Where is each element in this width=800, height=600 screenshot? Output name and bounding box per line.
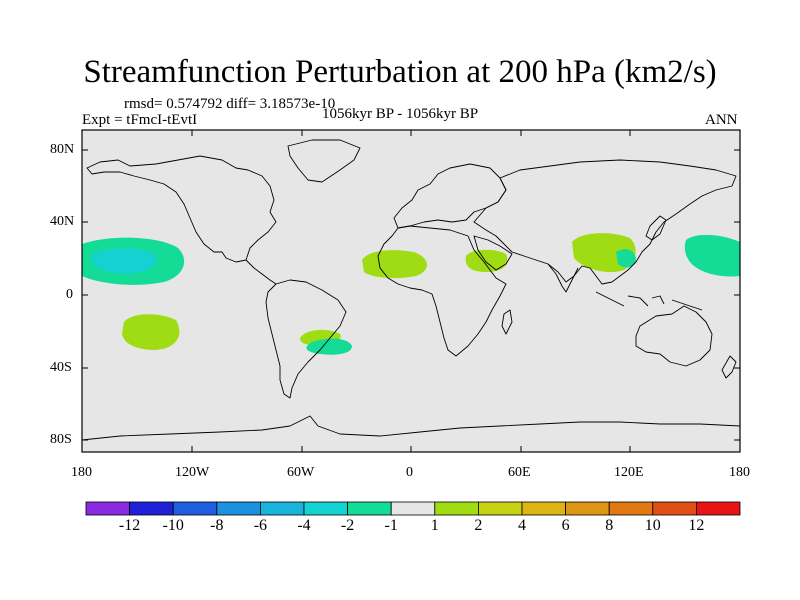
colorbar-box — [477, 501, 523, 516]
colorbar-label: 8 — [605, 517, 614, 534]
colorbar-label: -8 — [210, 517, 224, 534]
coastline-north-america — [86, 155, 277, 263]
anomaly-west-africa-positive — [362, 250, 428, 279]
lat-tick-40s: 40S — [50, 360, 72, 375]
colorbar-box — [390, 501, 436, 516]
colorbar-label: 12 — [688, 517, 705, 534]
colorbar-box — [347, 501, 392, 516]
anomaly-west-pacific-negative — [684, 234, 740, 277]
coastline-new-zealand — [721, 355, 737, 379]
coastline-greenland — [287, 139, 361, 183]
period-label: 1056kyr BP - 1056kyr BP — [322, 106, 479, 122]
colorbar-box — [172, 501, 218, 516]
colorbar-box — [216, 501, 261, 516]
colorbar-label: 6 — [561, 517, 570, 534]
colorbar-label: 1 — [430, 517, 439, 534]
colorbar-box — [303, 501, 348, 516]
colorbar-box — [259, 501, 305, 516]
season-label: ANN — [705, 112, 738, 128]
colorbar-label: -1 — [384, 517, 398, 534]
lat-tick-40n: 40N — [50, 214, 75, 229]
lat-tick-80s: 80S — [50, 432, 72, 447]
colorbar-box — [129, 501, 174, 516]
colorbar-box — [565, 501, 610, 516]
colorbar-label: -12 — [118, 517, 141, 534]
colorbar-box — [85, 501, 130, 516]
experiment-label: Expt = tFmcI-tEvtI — [82, 112, 198, 128]
colorbar-label: 2 — [474, 517, 483, 534]
colorbar-label: -4 — [297, 517, 311, 534]
anomaly-arabia-positive — [465, 249, 508, 272]
coastlines — [81, 139, 741, 441]
lon-tick-180e: 180 — [729, 465, 750, 480]
colorbar-box — [434, 501, 479, 516]
colorbar-box — [696, 501, 741, 516]
colorbar-box — [652, 501, 697, 516]
colorbar-label: -6 — [253, 517, 268, 534]
coastline-antarctica — [81, 415, 741, 441]
colorbar-label: -10 — [162, 517, 184, 534]
map-background — [82, 130, 740, 452]
coastline-indonesia — [595, 291, 703, 311]
coastline-africa — [377, 225, 507, 357]
anomaly-central-pacific-north-core — [92, 248, 157, 274]
colorbar-label: 4 — [518, 517, 526, 534]
lon-tick-180w: 180 — [71, 465, 92, 480]
colorbar-box — [521, 501, 566, 516]
anomaly-east-asia-negative — [616, 249, 636, 268]
coastline-australia — [635, 305, 713, 367]
coastline-asia — [473, 159, 737, 285]
lon-tick-60w: 60W — [287, 465, 315, 480]
coastline-madagascar — [501, 309, 513, 335]
lon-tick-120e: 120E — [614, 465, 644, 480]
lon-tick-0: 0 — [406, 465, 413, 480]
stats-line: rmsd= 0.574792 diff= 3.18573e-10 — [124, 96, 336, 112]
coastline-south-america — [265, 279, 347, 399]
anomaly-south-pacific-positive — [122, 314, 180, 350]
coastline-japan — [645, 215, 667, 241]
plot-title: Streamfunction Perturbation at 200 hPa (… — [83, 54, 717, 90]
coastline-india — [547, 263, 579, 293]
lat-tick-80n: 80N — [50, 142, 75, 157]
tick-marks — [82, 130, 740, 452]
colorbar — [85, 501, 741, 516]
lat-tick-0: 0 — [66, 287, 73, 302]
colorbar-label: 10 — [644, 517, 661, 534]
anomaly-south-america-negative — [306, 338, 352, 355]
coastline-arabia — [473, 235, 513, 271]
lon-tick-60e: 60E — [508, 465, 531, 480]
lon-tick-120w: 120W — [175, 465, 210, 480]
anomaly-layer — [82, 233, 740, 355]
colorbar-box — [608, 501, 654, 516]
coastline-central-america — [245, 259, 277, 285]
colorbar-label: -2 — [340, 517, 355, 534]
